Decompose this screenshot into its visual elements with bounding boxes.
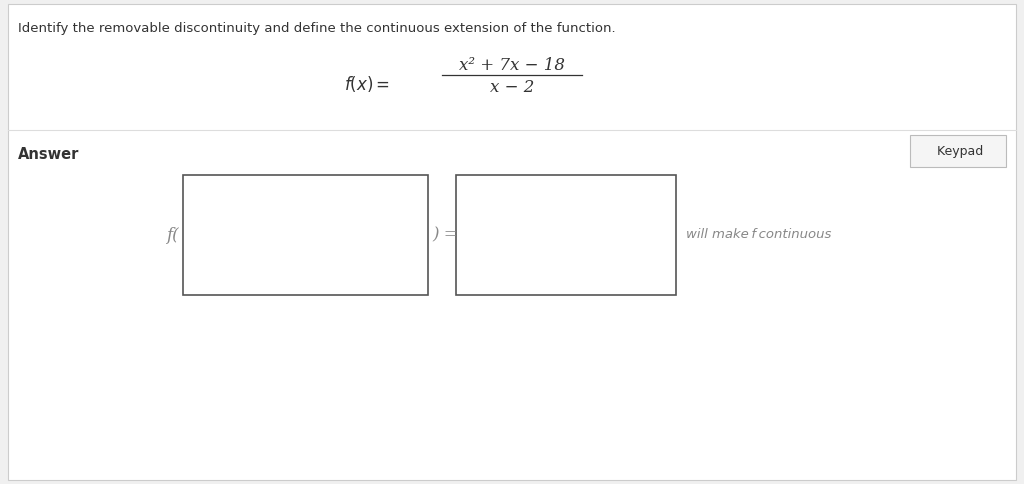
Text: x² + 7x − 18: x² + 7x − 18 [459, 57, 565, 74]
Text: Identify the removable discontinuity and define the continuous extension of the : Identify the removable discontinuity and… [18, 22, 615, 35]
Text: will make f continuous: will make f continuous [686, 228, 831, 242]
Text: Answer: Answer [18, 147, 80, 162]
Text: $f(x) =$: $f(x) =$ [344, 74, 390, 94]
FancyBboxPatch shape [910, 135, 1006, 167]
Text: f(: f( [166, 227, 179, 243]
Text: ) =: ) = [432, 227, 458, 243]
FancyBboxPatch shape [183, 175, 428, 295]
Text: Keypad: Keypad [933, 145, 983, 157]
Text: x − 2: x − 2 [489, 79, 535, 96]
FancyBboxPatch shape [8, 4, 1016, 480]
FancyBboxPatch shape [456, 175, 676, 295]
